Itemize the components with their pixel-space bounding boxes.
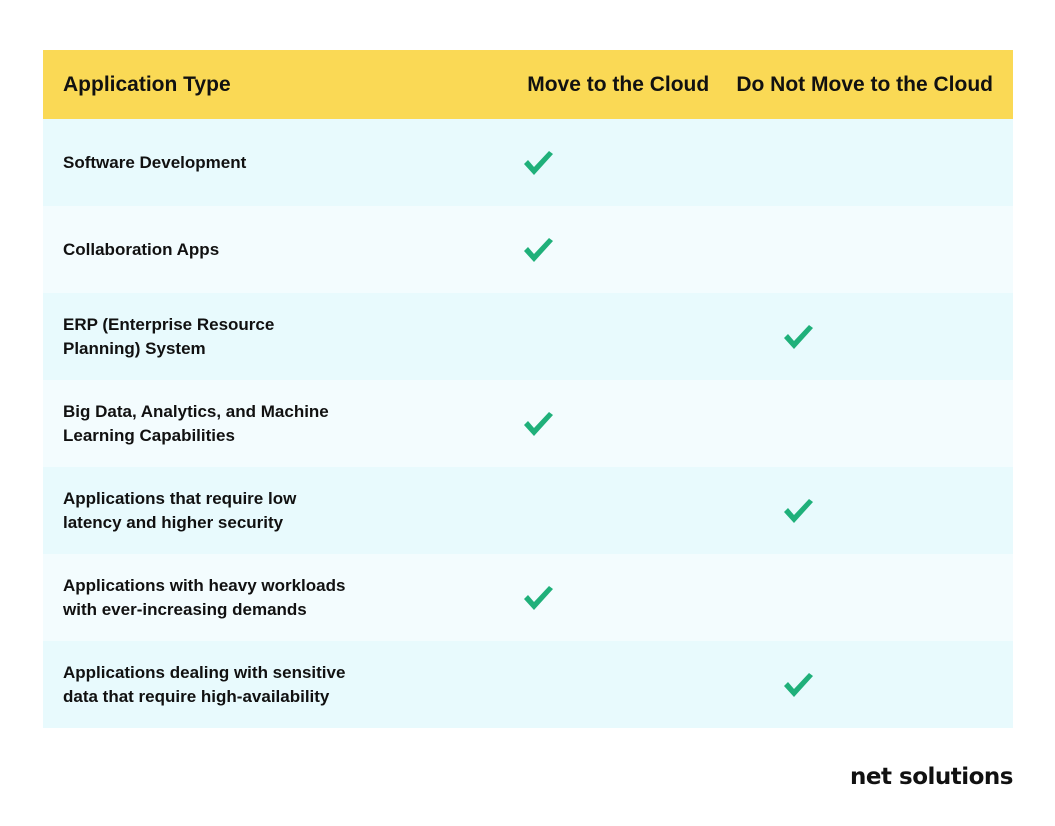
row-label-line1: Collaboration Apps <box>63 239 220 259</box>
table-row: Applications dealing with sensitive data… <box>43 641 1013 728</box>
row-label-line1: Big Data, Analytics, and Machine <box>63 401 329 421</box>
table-row: ERP (Enterprise Resource Planning) Syste… <box>43 293 1013 380</box>
header-move-to-cloud: Move to the Cloud <box>527 72 710 96</box>
row-label-line2: with ever-increasing demands <box>63 599 307 619</box>
row-label: Applications that require low latency an… <box>43 487 403 535</box>
comparison-table: Application Type Move to the Cloud Do No… <box>43 50 1013 728</box>
checkmark-icon <box>784 672 813 697</box>
table-row: Applications that require low latency an… <box>43 467 1013 554</box>
checkmark-icon <box>784 498 813 523</box>
checkmark-icon <box>784 324 813 349</box>
row-label-line1: Applications with heavy workloads <box>63 575 346 595</box>
checkmark-icon <box>524 237 553 262</box>
row-label: Applications dealing with sensitive data… <box>43 661 403 709</box>
row-label-line1: Applications dealing with sensitive <box>63 662 346 682</box>
row-label: Big Data, Analytics, and Machine Learnin… <box>43 400 403 448</box>
net-solutions-logo: net solutions <box>850 764 1013 790</box>
move-cell <box>403 236 653 264</box>
row-label: Collaboration Apps <box>43 238 403 262</box>
move-cell <box>403 149 653 177</box>
move-cell <box>403 584 653 612</box>
table-row: Big Data, Analytics, and Machine Learnin… <box>43 380 1013 467</box>
checkmark-icon <box>524 411 553 436</box>
row-label-line1: ERP (Enterprise Resource <box>63 314 275 334</box>
row-label-line1: Software Development <box>63 152 247 172</box>
header-application-type: Application Type <box>63 72 231 96</box>
row-label-line1: Applications that require low <box>63 488 297 508</box>
move-cell <box>403 410 653 438</box>
row-label-line2: latency and higher security <box>63 512 284 532</box>
no-move-cell <box>653 323 1013 351</box>
row-label: ERP (Enterprise Resource Planning) Syste… <box>43 313 403 361</box>
row-label: Software Development <box>43 151 403 175</box>
logo-text: net solutions <box>850 764 1013 790</box>
table-row: Applications with heavy workloads with e… <box>43 554 1013 641</box>
table-header-row: Application Type Move to the Cloud Do No… <box>43 50 1013 119</box>
no-move-cell <box>653 497 1013 525</box>
table-row: Collaboration Apps <box>43 206 1013 293</box>
row-label-line2: Learning Capabilities <box>63 425 235 445</box>
no-move-cell <box>653 671 1013 699</box>
row-label-line2: data that require high-availability <box>63 686 330 706</box>
row-label: Applications with heavy workloads with e… <box>43 574 403 622</box>
checkmark-icon <box>524 585 553 610</box>
checkmark-icon <box>524 150 553 175</box>
table-row: Software Development <box>43 119 1013 206</box>
row-label-line2: Planning) System <box>63 338 206 358</box>
header-do-not-move: Do Not Move to the Cloud <box>736 72 993 96</box>
